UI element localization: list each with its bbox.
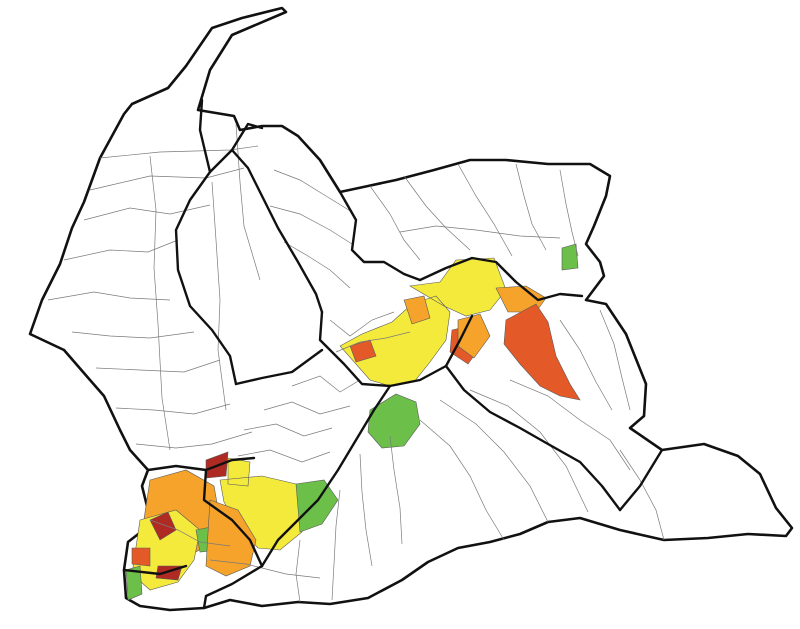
region-central-green xyxy=(367,393,421,449)
subdivision-lines xyxy=(47,123,665,603)
major-boundaries xyxy=(122,98,664,610)
region-west-cluster-e xyxy=(131,547,151,567)
region-east-c xyxy=(561,243,579,271)
region-south-central-b xyxy=(295,479,339,533)
filled-regions xyxy=(125,243,581,601)
region-south-central-c xyxy=(205,499,257,577)
region-east-a xyxy=(503,303,581,401)
